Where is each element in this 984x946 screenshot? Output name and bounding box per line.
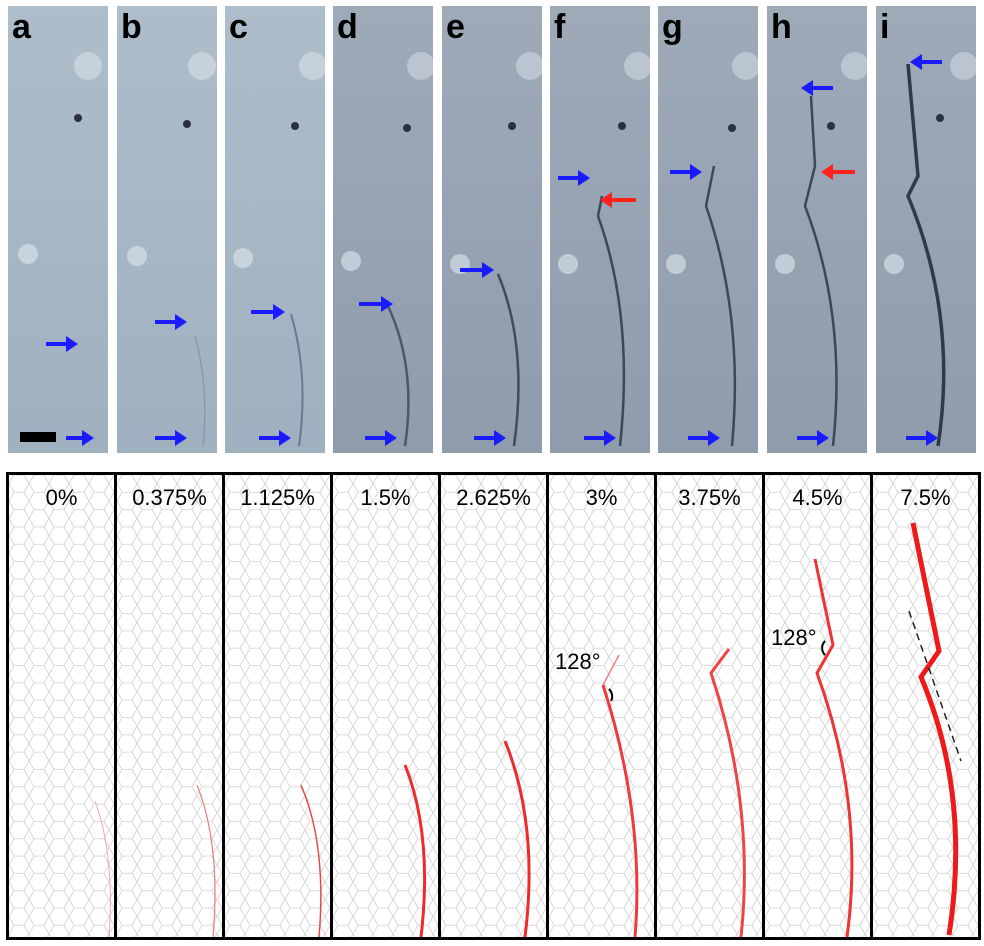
blue-arrow-icon: [66, 430, 94, 446]
micrograph-b: [117, 6, 217, 453]
sim-panel-7: 4.5% 128°: [762, 472, 873, 940]
strain-label: 1.5%: [360, 485, 411, 510]
blue-arrow-icon: [797, 430, 829, 446]
blue-arrow-icon: [801, 80, 833, 96]
blue-arrow-icon: [155, 430, 187, 446]
crack-path: [908, 522, 962, 936]
blue-arrow-icon: [688, 430, 720, 446]
micrograph-f: [550, 6, 650, 453]
micrograph-a: [8, 6, 108, 453]
strain-label: 3%: [585, 485, 618, 510]
micrograph-c: [225, 6, 325, 453]
blue-arrow-icon: [906, 430, 938, 446]
micrograph-h: [767, 6, 867, 453]
blue-arrow-icon: [46, 336, 78, 352]
crack-path: [503, 740, 531, 937]
blue-arrow-icon: [670, 164, 702, 180]
sim-panel-6: 3.75%: [654, 472, 765, 940]
sim-panel-4: 2.625%: [438, 472, 549, 940]
photo-panel-c: c: [225, 6, 325, 453]
photo-panel-b: b: [117, 6, 217, 453]
blue-arrow-icon: [460, 262, 494, 278]
hex-lattice: [333, 475, 438, 937]
blue-arrow-icon: [474, 430, 506, 446]
photo-panel-d: d: [333, 6, 433, 453]
strain-label: 0.375%: [132, 485, 207, 510]
blue-arrow-icon: [558, 170, 590, 186]
scale-bar: [20, 432, 56, 442]
photo-panel-a: a: [8, 6, 108, 453]
panel-label: i: [880, 8, 890, 46]
hex-lattice: [873, 475, 978, 937]
photo-panel-f: f: [550, 6, 650, 453]
micrograph-i: [876, 6, 976, 453]
crack-path: [813, 558, 854, 937]
sim-panel-8: 7.5%: [870, 472, 981, 940]
photo-panel-g: g: [658, 6, 758, 453]
angle-annotation: 128°: [771, 625, 817, 650]
sim-panel-2: 1.125%: [222, 472, 333, 940]
strain-label: 3.75%: [678, 485, 741, 510]
crack-path: [94, 800, 111, 937]
photo-panel-h: h: [767, 6, 867, 453]
strain-label: 2.625%: [456, 485, 531, 510]
strain-label: 7.5%: [900, 485, 951, 510]
sim-panel-0: 0%: [6, 472, 117, 940]
red-arrow-icon: [600, 192, 636, 208]
panel-label: b: [121, 8, 142, 46]
micrograph-g: [658, 6, 758, 453]
photo-panel-i: i: [876, 6, 976, 453]
blue-arrow-icon: [359, 296, 393, 312]
panel-label: e: [446, 8, 465, 46]
sim-panel-1: 0.375%: [114, 472, 225, 940]
micrograph-e: [442, 6, 542, 453]
crack-path: [196, 784, 216, 937]
strain-label: 1.125%: [240, 485, 315, 510]
hex-lattice: [225, 475, 330, 937]
angle-annotation: 128°: [555, 649, 601, 674]
hex-lattice: [117, 475, 222, 937]
crack-path: [300, 784, 322, 937]
guide-line: [908, 610, 962, 762]
blue-arrow-icon: [910, 54, 942, 70]
blue-arrow-icon: [584, 430, 616, 446]
red-arrow-icon: [821, 164, 855, 180]
blue-arrow-icon: [365, 430, 397, 446]
hex-lattice: [9, 475, 114, 937]
panel-label: f: [554, 8, 566, 46]
panel-label: a: [12, 8, 31, 46]
crack-path: [403, 764, 427, 937]
photo-panel-e: e: [442, 6, 542, 453]
panel-label: g: [662, 8, 683, 46]
crack-path: [601, 654, 639, 937]
panel-label: d: [337, 8, 358, 46]
blue-arrow-icon: [155, 314, 187, 330]
panel-label: c: [229, 8, 248, 46]
sim-panel-5: 3% 128°: [546, 472, 657, 940]
strain-label: 0%: [45, 485, 78, 510]
panel-label: h: [771, 8, 792, 46]
blue-arrow-icon: [251, 304, 285, 320]
crack-path: [709, 648, 746, 937]
sim-panel-3: 1.5%: [330, 472, 441, 940]
micrograph-d: [333, 6, 433, 453]
blue-arrow-icon: [259, 430, 291, 446]
strain-label: 4.5%: [792, 485, 843, 510]
